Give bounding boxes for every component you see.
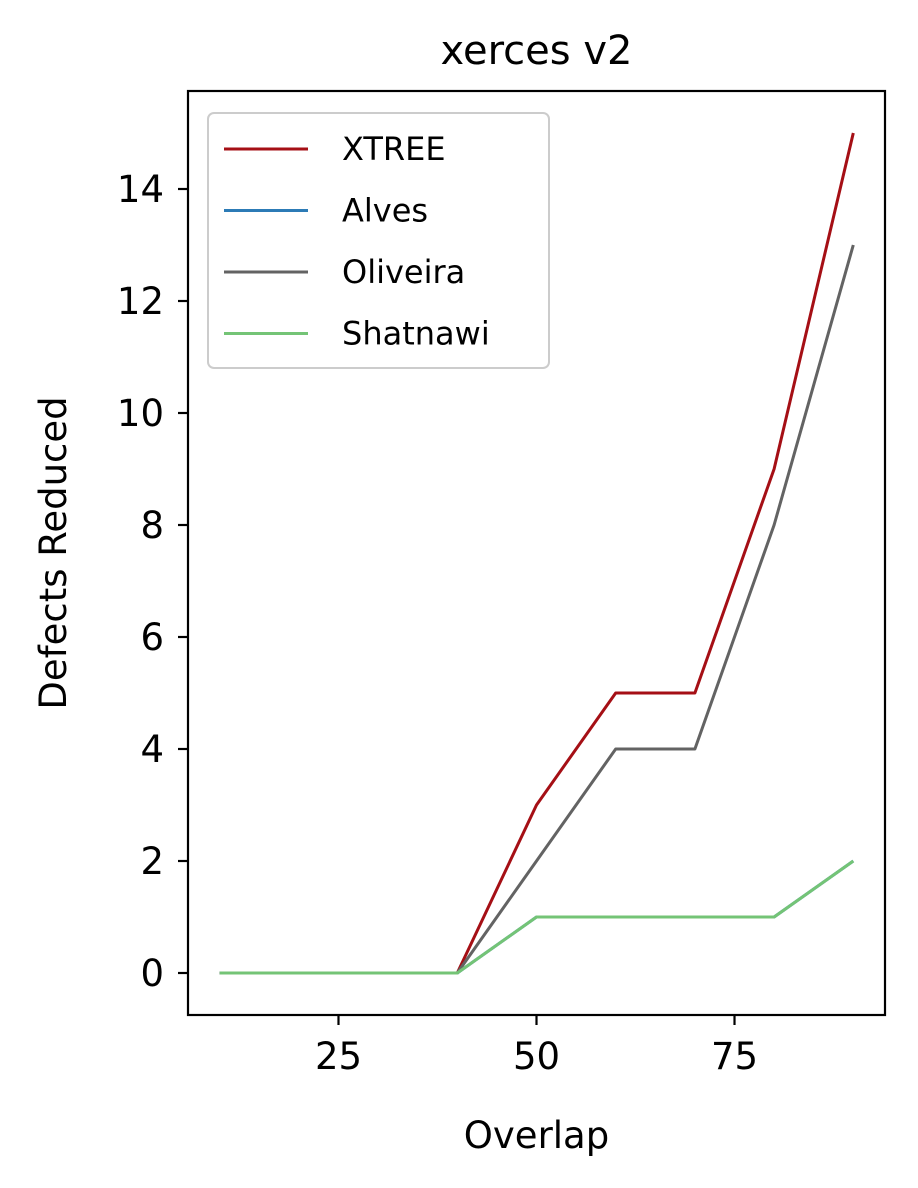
x-tick-label: 75 [711,1035,758,1078]
chart-title: xerces v2 [441,28,633,74]
series-layer [219,132,855,975]
y-tick-label: 8 [140,504,164,547]
x-tick-label: 50 [513,1035,560,1078]
legend: XTREE Alves Oliveira Shatnawi [207,112,550,369]
series-line-shatnawi [219,859,855,975]
y-tick-label: 4 [140,728,164,771]
y-tick-label: 12 [117,280,164,323]
y-tick-label: 14 [117,168,164,211]
x-tick-label: 25 [315,1035,362,1078]
y-tick-label: 2 [140,840,164,883]
legend-label: Oliveira [342,253,465,291]
y-tick-label: 0 [140,952,164,995]
y-tick-label: 10 [117,392,164,435]
legend-label: Shatnawi [342,315,490,353]
y-tick-label: 6 [140,616,164,659]
axes-layer: 25 50 75 0 2 4 6 8 10 12 14 [117,89,887,1078]
y-axis-label: Defects Reduced [32,396,75,709]
x-axis-label: Overlap [464,1114,609,1157]
legend-label: Alves [342,192,428,230]
legend-box [207,112,550,369]
legend-label: XTREE [342,130,446,168]
